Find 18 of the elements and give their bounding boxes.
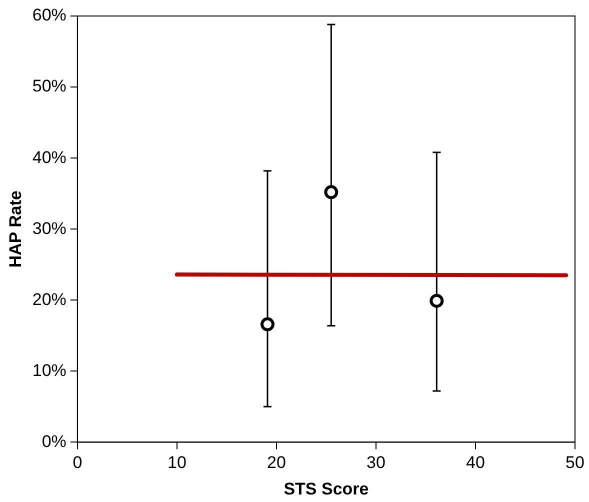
point bbox=[260, 317, 274, 332]
x-axis-title: STS Score bbox=[284, 479, 369, 498]
point bbox=[430, 294, 444, 308]
x-tick-label: 20 bbox=[266, 453, 286, 472]
point bbox=[324, 185, 338, 200]
y-tick-label: 0% bbox=[42, 432, 66, 451]
x-tick-label: 40 bbox=[466, 453, 485, 472]
y-tick-label: 30% bbox=[32, 218, 66, 238]
y-tick-label: 10% bbox=[32, 360, 66, 380]
y-tick-label: 20% bbox=[32, 290, 66, 309]
x-tick-label: 50 bbox=[566, 453, 584, 472]
y-axis-title: HAP Rate bbox=[6, 190, 25, 268]
x-tick-label: 10 bbox=[167, 453, 186, 472]
y-tick-label: 40% bbox=[32, 148, 66, 167]
x-tick-label: 0 bbox=[72, 453, 82, 472]
x-tick-label: 30 bbox=[366, 453, 386, 472]
y-tick-label: 50% bbox=[32, 76, 66, 96]
y-tick-label: 60% bbox=[32, 6, 66, 25]
